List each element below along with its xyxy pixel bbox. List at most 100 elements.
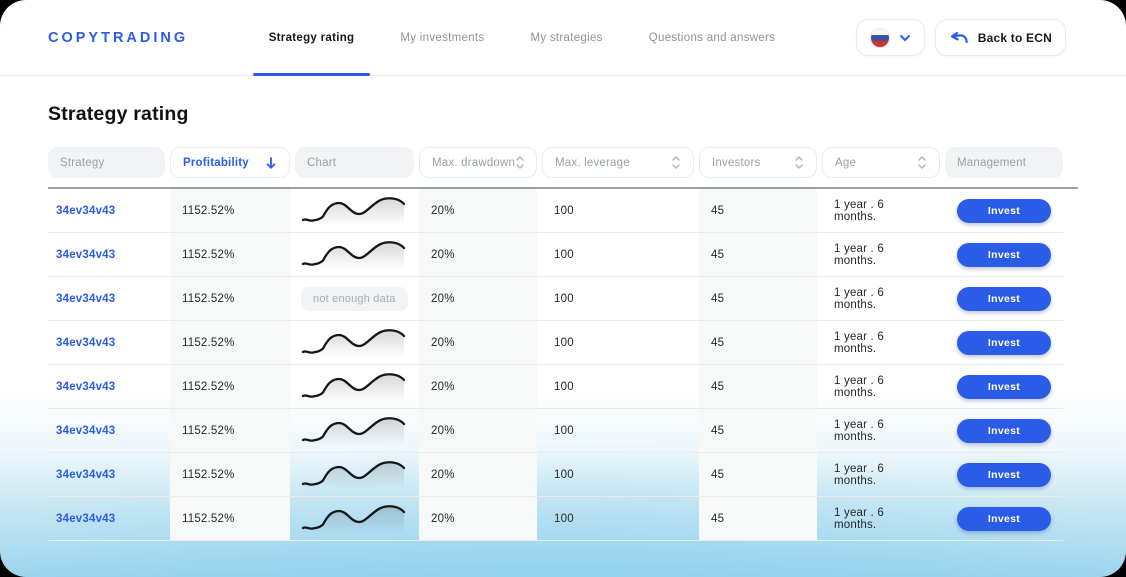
column-age-label: Age [835,156,857,169]
management-cell: Invest [945,365,1063,408]
max-leverage-cell: 100 [542,321,694,364]
table-row: 34ev34v43 1152.52% not enough data 20% [48,453,1063,497]
investors-cell: 45 [699,497,817,540]
max-leverage-value: 100 [554,468,574,481]
investors-cell: 45 [699,409,817,452]
profitability-cell: 1152.52% [170,453,290,496]
strategy-cell: 34ev34v43 [48,453,165,496]
max-leverage-cell: 100 [542,189,694,232]
investors-value: 45 [711,248,725,261]
strategy-cell: 34ev34v43 [48,497,165,540]
max-leverage-cell: 100 [542,497,694,540]
max-leverage-value: 100 [554,292,574,305]
max-drawdown-value: 20% [431,292,455,305]
strategy-link[interactable]: 34ev34v43 [56,468,116,481]
max-leverage-value: 100 [554,380,574,393]
investors-value: 45 [711,204,725,217]
management-cell: Invest [945,321,1063,364]
investors-value: 45 [711,380,725,393]
max-leverage-cell: 100 [542,365,694,408]
age-cell: 1 year . 6 months. [822,233,940,276]
strategy-link[interactable]: 34ev34v43 [56,424,116,437]
profitability-value: 1152.52% [182,248,235,261]
table-row: 34ev34v43 1152.52% not enough data 20% [48,277,1063,321]
nav-tab-my-strategies[interactable]: My strategies [530,31,603,44]
investors-cell: 45 [699,321,817,364]
table-header: Strategy Profitability Chart Max. drawdo… [48,147,1063,178]
max-leverage-value: 100 [554,512,574,525]
chart-cell: not enough data [295,233,414,276]
age-cell: 1 year . 6 months. [822,277,940,320]
age-value: 1 year . 6 months. [834,418,884,443]
strategy-table: 34ev34v43 1152.52% not enough data 20% [48,187,1078,541]
language-selector[interactable] [855,19,925,56]
age-value: 1 year . 6 months. [834,242,884,267]
max-drawdown-value: 20% [431,248,455,261]
invest-button[interactable]: Invest [957,462,1051,487]
investors-value: 45 [711,336,725,349]
invest-button[interactable]: Invest [957,418,1051,443]
table-row: 34ev34v43 1152.52% not enough data 20% [48,321,1063,365]
nav-tab-my-investments[interactable]: My investments [400,31,485,44]
strategy-cell: 34ev34v43 [48,233,165,276]
column-max-leverage-sort[interactable]: Max. leverage [542,147,694,178]
profitability-value: 1152.52% [182,512,235,525]
strategy-cell: 34ev34v43 [48,365,165,408]
profitability-value: 1152.52% [182,468,235,481]
investors-cell: 45 [699,365,817,408]
invest-button[interactable]: Invest [957,286,1051,311]
max-leverage-value: 100 [554,204,574,217]
age-cell: 1 year . 6 months. [822,453,940,496]
investors-cell: 45 [699,277,817,320]
chart-cell: not enough data [295,497,414,540]
age-value: 1 year . 6 months. [834,374,884,399]
age-cell: 1 year . 6 months. [822,365,940,408]
sparkline-chart [301,196,406,225]
invest-button[interactable]: Invest [957,198,1051,223]
management-cell: Invest [945,277,1063,320]
sparkline-chart [301,240,406,269]
strategy-link[interactable]: 34ev34v43 [56,204,116,217]
back-to-ecn-button[interactable]: Back to ECN [934,19,1066,56]
max-drawdown-value: 20% [431,468,455,481]
header-actions: Back to ECN [855,19,1066,56]
chart-cell: not enough data [295,365,414,408]
invest-button[interactable]: Invest [957,242,1051,267]
strategy-cell: 34ev34v43 [48,321,165,364]
management-cell: Invest [945,409,1063,452]
table-row: 34ev34v43 1152.52% not enough data 20% [48,189,1063,233]
column-age-sort[interactable]: Age [822,147,940,178]
strategy-link[interactable]: 34ev34v43 [56,512,116,525]
investors-cell: 45 [699,453,817,496]
sparkline-chart [301,372,406,401]
max-drawdown-cell: 20% [419,189,537,232]
max-leverage-value: 100 [554,424,574,437]
strategy-link[interactable]: 34ev34v43 [56,336,116,349]
profitability-value: 1152.52% [182,204,235,217]
invest-button[interactable]: Invest [957,330,1051,355]
column-profitability-sort[interactable]: Profitability [170,147,290,178]
logo[interactable]: COPYTRADING [48,29,189,46]
column-max-drawdown-sort[interactable]: Max. drawdown [419,147,537,178]
page-title: Strategy rating [48,103,189,125]
investors-cell: 45 [699,233,817,276]
max-drawdown-cell: 20% [419,497,537,540]
management-cell: Invest [945,453,1063,496]
age-cell: 1 year . 6 months. [822,189,940,232]
profitability-cell: 1152.52% [170,189,290,232]
invest-button[interactable]: Invest [957,506,1051,531]
max-leverage-cell: 100 [542,277,694,320]
profitability-cell: 1152.52% [170,277,290,320]
profitability-value: 1152.52% [182,424,235,437]
management-cell: Invest [945,233,1063,276]
nav-tab-strategy-rating[interactable]: Strategy rating [252,0,370,76]
strategy-link[interactable]: 34ev34v43 [56,248,116,261]
strategy-link[interactable]: 34ev34v43 [56,292,116,305]
age-value: 1 year . 6 months. [834,198,884,223]
invest-button[interactable]: Invest [957,374,1051,399]
content: Strategy rating Strategy Profitability C… [0,103,1126,541]
column-investors-sort[interactable]: Investors [699,147,817,178]
strategy-link[interactable]: 34ev34v43 [56,380,116,393]
chart-cell: not enough data [295,321,414,364]
nav-tab-questions-and-answers[interactable]: Questions and answers [648,31,776,44]
